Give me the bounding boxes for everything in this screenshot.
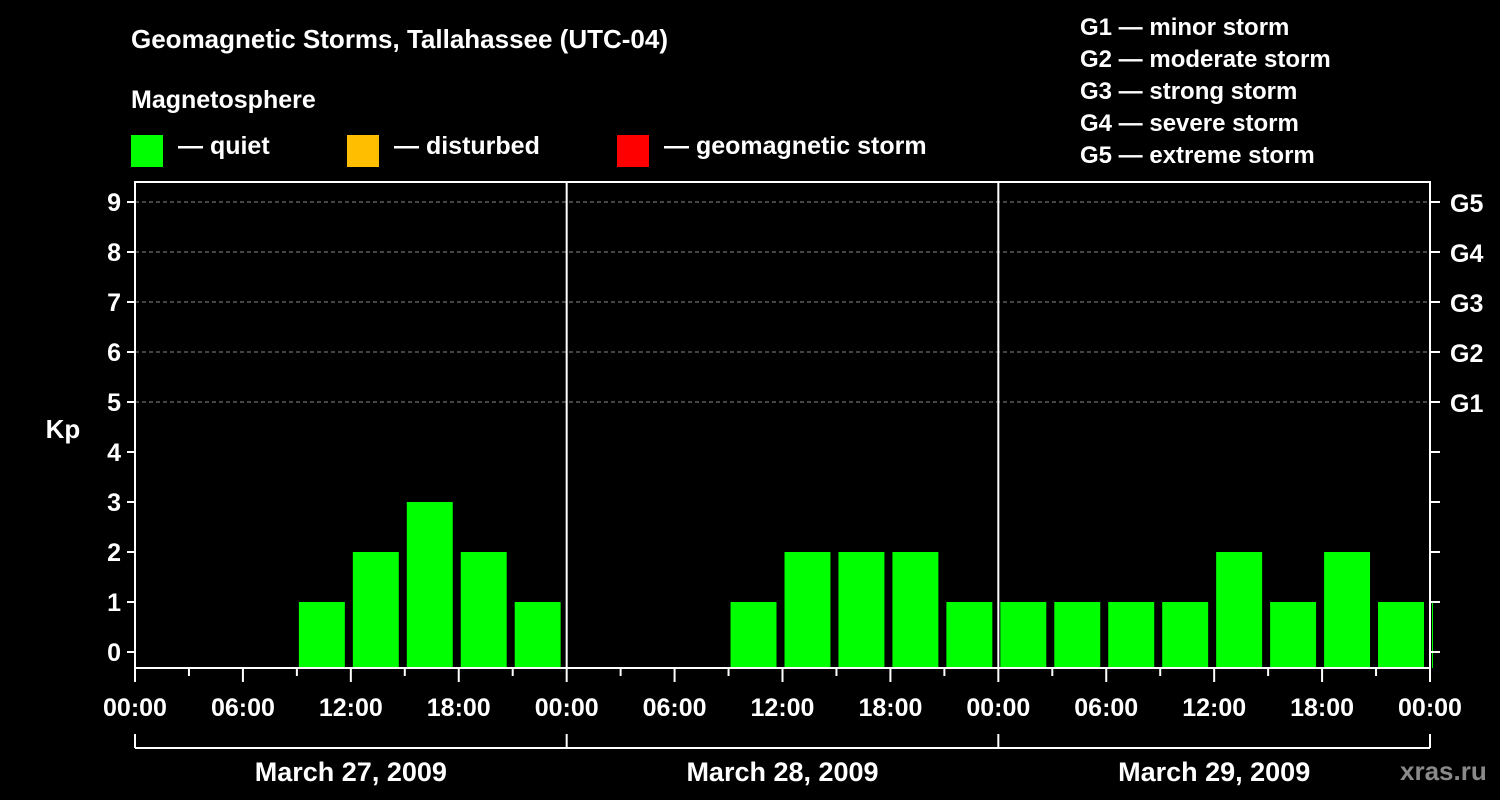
legend-label-storm: — geomagnetic storm	[664, 132, 927, 160]
kp-bar	[1000, 602, 1047, 668]
y-tick-label: 9	[107, 189, 121, 217]
kp-bar	[784, 552, 831, 668]
watermark: xras.ru	[1400, 756, 1487, 786]
y-tick-label: 7	[107, 289, 121, 317]
day-label: March 28, 2009	[686, 757, 878, 787]
y-tick-label: 8	[107, 239, 121, 267]
right-axis-label: G4	[1450, 240, 1483, 268]
kp-bar	[352, 552, 399, 668]
storm-scale-g3: G3 — strong storm	[1080, 78, 1298, 105]
right-axis-label: G2	[1450, 340, 1483, 368]
y-axis-label: Kp	[46, 414, 81, 444]
kp-bar	[460, 552, 507, 668]
x-tick-label: 00:00	[535, 694, 599, 722]
kp-bar	[946, 602, 993, 668]
x-tick-label: 06:00	[211, 694, 275, 722]
right-axis-label: G3	[1450, 290, 1483, 318]
kp-bar	[892, 552, 939, 668]
y-tick-label: 6	[107, 339, 121, 367]
kp-bar	[1270, 602, 1317, 668]
x-tick-label: 06:00	[643, 694, 707, 722]
storm-scale-g5: G5 — extreme storm	[1080, 142, 1315, 169]
magnetosphere-label: Magnetosphere	[131, 86, 316, 114]
x-tick-label: 18:00	[858, 694, 922, 722]
kp-bar	[838, 552, 885, 668]
kp-bar	[1108, 602, 1155, 668]
kp-bar	[514, 602, 561, 668]
legend-swatch-storm	[617, 135, 649, 167]
x-tick-label: 00:00	[1398, 694, 1462, 722]
y-tick-label: 4	[107, 439, 121, 467]
kp-bar	[1432, 602, 1433, 668]
y-tick-label: 5	[107, 389, 121, 417]
right-axis-label: G5	[1450, 190, 1483, 218]
y-tick-label: 0	[107, 639, 121, 667]
x-tick-label: 00:00	[966, 694, 1030, 722]
x-tick-label: 06:00	[1074, 694, 1138, 722]
kp-bar	[1378, 602, 1424, 668]
legend-label-quiet: — quiet	[178, 132, 270, 160]
x-tick-label: 12:00	[751, 694, 815, 722]
x-tick-label: 12:00	[1182, 694, 1246, 722]
legend-swatch-disturbed	[347, 135, 379, 167]
kp-bar	[730, 602, 777, 668]
day-label: March 29, 2009	[1118, 757, 1310, 787]
legend-label-disturbed: — disturbed	[394, 132, 540, 160]
storm-scale-g4: G4 — severe storm	[1080, 110, 1299, 137]
kp-bar	[1054, 602, 1101, 668]
x-tick-label: 18:00	[1290, 694, 1354, 722]
chart-title: Geomagnetic Storms, Tallahassee (UTC-04)	[131, 24, 669, 54]
kp-bar	[1216, 552, 1263, 668]
day-label: March 27, 2009	[255, 757, 447, 787]
kp-bar	[406, 502, 453, 668]
kp-bar	[298, 602, 345, 668]
y-tick-label: 3	[107, 489, 121, 517]
storm-scale-g1: G1 — minor storm	[1080, 14, 1290, 41]
x-tick-label: 12:00	[319, 694, 383, 722]
storm-scale-g2: G2 — moderate storm	[1080, 46, 1331, 73]
right-axis-label: G1	[1450, 390, 1483, 418]
y-tick-label: 2	[107, 539, 121, 567]
y-tick-label: 1	[107, 589, 121, 617]
kp-bar	[1324, 552, 1371, 668]
kp-bar	[1162, 602, 1209, 668]
legend-swatch-quiet	[131, 135, 163, 167]
x-tick-label: 18:00	[427, 694, 491, 722]
x-tick-label: 00:00	[103, 694, 167, 722]
